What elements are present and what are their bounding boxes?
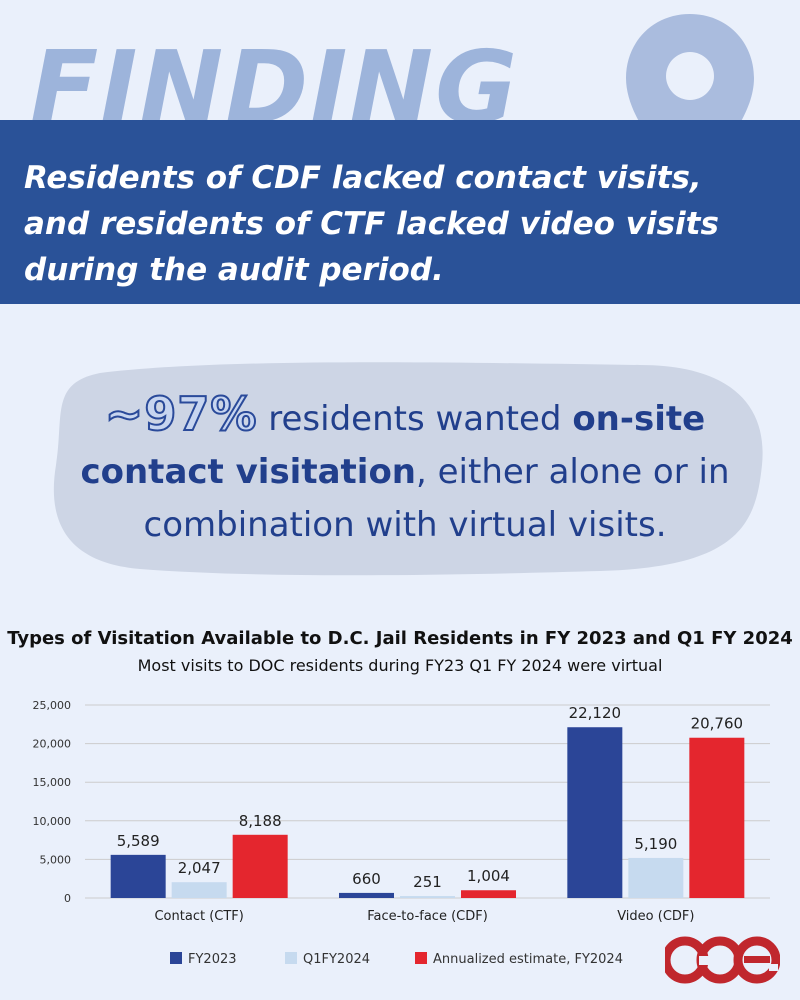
y-tick-label: 15,000 xyxy=(33,776,72,789)
y-tick-label: 20,000 xyxy=(33,738,72,751)
bar xyxy=(567,727,623,898)
y-tick-label: 25,000 xyxy=(33,699,72,712)
legend-label: Q1FY2024 xyxy=(303,952,370,967)
map-pin-icon xyxy=(626,14,754,204)
x-tick-label: Contact (CTF) xyxy=(154,909,243,924)
data-label: 251 xyxy=(413,873,442,891)
legend-label: FY2023 xyxy=(188,952,237,967)
callout-text-2: , either alone or in combination with vi… xyxy=(143,452,730,545)
data-label: 2,047 xyxy=(178,859,221,877)
legend-swatch xyxy=(170,952,182,964)
bar-chart: 0 5,000 10,000 15,000 20,000 25,000 5,589 2,04… xyxy=(33,699,770,967)
finding-banner xyxy=(0,120,800,304)
callout-text-1: residents wanted xyxy=(257,399,573,439)
data-label: 5,589 xyxy=(117,832,160,850)
bar xyxy=(110,854,166,898)
bar xyxy=(171,882,227,898)
bar xyxy=(689,737,745,898)
x-tick-label: Video (CDF) xyxy=(617,909,694,924)
finding-statement: Residents of CDF lacked contact visits, … xyxy=(24,160,719,288)
data-label: 5,190 xyxy=(634,835,677,853)
x-tick-label: Face-to-face (CDF) xyxy=(367,909,488,924)
bar xyxy=(339,892,394,898)
callout-emphasis: on-site contact visitation xyxy=(80,399,706,492)
bar xyxy=(461,890,516,898)
cce-logo xyxy=(665,936,780,984)
data-label: 22,120 xyxy=(569,704,622,722)
bar xyxy=(400,896,455,898)
chart-title: Types of Visitation Available to D.C. Ja… xyxy=(7,628,793,649)
y-tick-label: 5,000 xyxy=(40,853,72,866)
callout-statistic: ~97% residents wanted on-site contact vi… xyxy=(60,387,750,552)
legend-swatch xyxy=(415,952,427,964)
chart-subtitle: Most visits to DOC residents during FY23… xyxy=(137,656,663,675)
y-tick-label: 0 xyxy=(64,892,71,905)
callout-percent: ~97% xyxy=(104,387,258,442)
bar xyxy=(232,834,288,898)
legend-swatch xyxy=(285,952,297,964)
data-label: 8,188 xyxy=(239,812,282,830)
data-label: 1,004 xyxy=(467,867,510,885)
bar xyxy=(628,857,684,898)
data-label: 660 xyxy=(352,870,381,888)
data-label: 20,760 xyxy=(691,715,744,733)
callout-background xyxy=(53,362,763,576)
y-tick-label: 10,000 xyxy=(33,815,72,828)
legend-label: Annualized estimate, FY2024 xyxy=(433,952,623,967)
